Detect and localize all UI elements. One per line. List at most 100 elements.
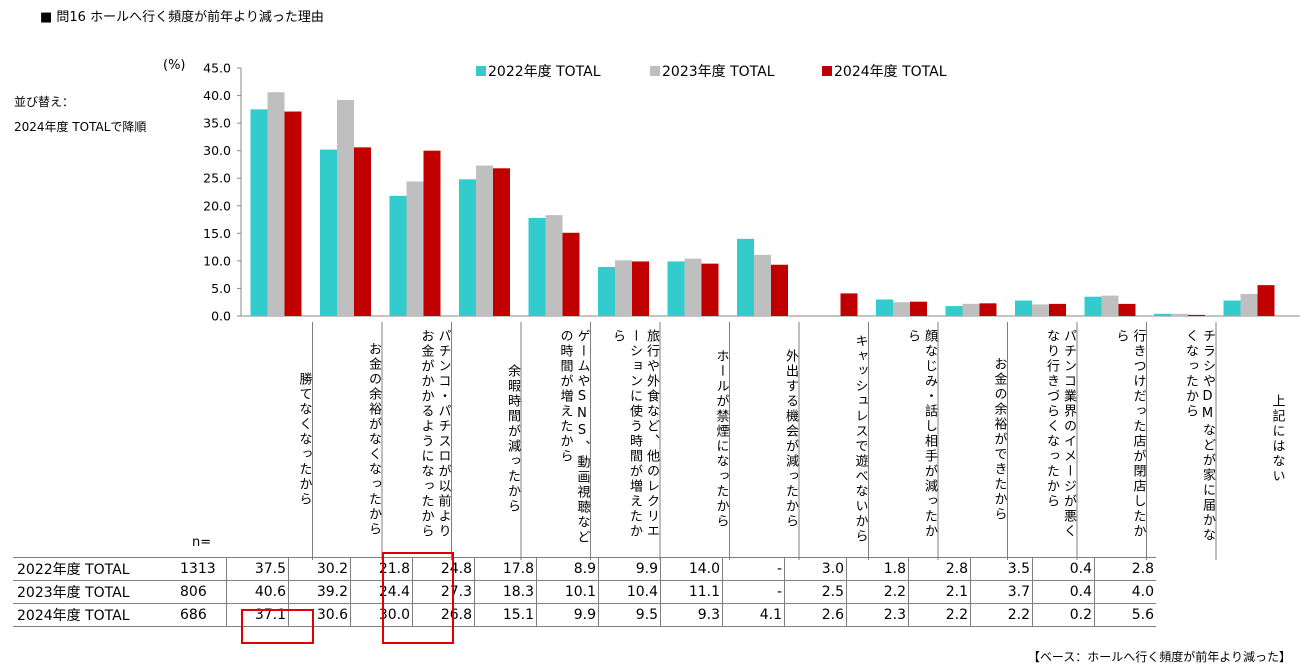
bar-12-series-3	[1049, 303, 1066, 316]
table-cell: 27.3	[412, 580, 475, 604]
bar-6-series-3	[632, 261, 649, 316]
table-cell: 2.8	[1094, 557, 1156, 581]
bar-11-series-1	[945, 306, 963, 316]
bar-12-series-1	[1015, 300, 1032, 316]
table-cell: 2.6	[784, 603, 847, 627]
bar-5-series-3	[562, 232, 580, 316]
bar-8-series-3	[771, 264, 788, 316]
category-label: 上記にはない	[1269, 394, 1285, 484]
table-cell: 9.9	[536, 603, 599, 627]
table-cell: 2.8	[908, 557, 971, 581]
y-tick-label: 0.0	[211, 309, 231, 324]
n-label: n=	[192, 535, 212, 550]
legend-swatch-1	[476, 66, 486, 76]
bar-7-series-3	[701, 263, 719, 316]
row-n: 806	[180, 584, 207, 600]
table-cell: 11.1	[660, 580, 723, 604]
legend-label-3: 2024年度 TOTAL	[834, 64, 947, 80]
bar-chart: 0.0 5.0 10.0 15.0 20.0 25.0 30.0 35.0 40.0 45.0 20…	[203, 61, 1300, 560]
table-cell: 2.2	[970, 603, 1033, 627]
y-tick-label: 40.0	[203, 88, 231, 103]
table-cell: 40.6	[226, 580, 289, 604]
table-cell: 15.1	[474, 603, 537, 627]
bar-13-series-1	[1084, 296, 1102, 316]
category-label: パチンコ業界のイメージが悪くなり行きづらくなったから	[1044, 329, 1076, 539]
y-tick-label: 25.0	[203, 171, 231, 186]
legend-label-2: 2023年度 TOTAL	[662, 64, 775, 80]
unit-label: (%)	[163, 58, 186, 73]
bar-6-series-2	[615, 260, 632, 316]
category-label: パチンコ・パチスロが以前よりお金がかかるようになったから	[418, 329, 451, 539]
bar-13-series-3	[1118, 303, 1136, 316]
legend-label-1: 2022年度 TOTAL	[488, 64, 601, 80]
table-cell: 3.7	[970, 580, 1033, 604]
table-cell: 0.4	[1032, 580, 1095, 604]
table-cell: 0.2	[1032, 603, 1095, 627]
bar-2-series-1	[320, 149, 337, 316]
bar-4-series-2	[476, 165, 493, 316]
bar-15-series-2	[1240, 293, 1258, 316]
table-cell: -	[722, 580, 785, 604]
chart-title: ■ 問16 ホールへ行く頻度が前年より減った理由	[40, 10, 324, 25]
data-table: 2022年度 TOTAL 1313 37.5 30.2 21.8 24.8 17.8 8.9 9…	[13, 557, 1156, 627]
table-cell: 4.0	[1094, 580, 1156, 604]
table-cell: 26.8	[412, 603, 475, 627]
bar-7-series-2	[684, 258, 702, 316]
row-n: 686	[180, 607, 207, 623]
table-cell: 18.3	[474, 580, 537, 604]
bar-14-series-1	[1154, 313, 1171, 316]
bar-3-series-1	[389, 195, 407, 316]
table-cell: 10.1	[536, 580, 599, 604]
bar-5-series-2	[545, 215, 563, 316]
base-note: 【ベース：ホールへ行く頻度が前年より減った】	[1027, 650, 1291, 664]
y-tick-label: 30.0	[203, 143, 231, 158]
bar-8-series-2	[754, 254, 771, 316]
table-cell: 9.9	[598, 557, 661, 581]
table-cell: 1.8	[846, 557, 909, 581]
category-label: キャッシュレスで遊べないから	[852, 334, 868, 544]
y-tick-label: 10.0	[203, 253, 231, 268]
category-label: チラシやDMなどが家に届かなくなったから	[1183, 329, 1215, 543]
table-cell: 39.2	[288, 580, 351, 604]
sort-note-1: 並び替え：	[14, 95, 75, 109]
table-cell: 9.3	[660, 603, 723, 627]
table-cell: 10.4	[598, 580, 661, 604]
table-cell: 30.2	[288, 557, 351, 581]
bar-13-series-2	[1101, 295, 1119, 316]
legend-swatch-3	[822, 66, 832, 76]
table-cell: 2.2	[846, 580, 909, 604]
table-row: 2024年度 TOTAL 686 37.1 30.6 30.0 26.8 15.1 9.9 9.…	[13, 603, 1156, 627]
table-cell: 3.0	[784, 557, 847, 581]
category-label: 顔なじみ・話し相手が減ったから	[905, 329, 937, 539]
bar-1-series-2	[267, 92, 285, 316]
table-cell: 37.5	[226, 557, 289, 581]
category-label: 勝てなくなったから	[296, 371, 312, 507]
y-tick-label: 20.0	[203, 198, 231, 213]
bar-8-series-1	[737, 238, 754, 316]
table-cell: 21.8	[350, 557, 413, 581]
y-tick-label: 15.0	[203, 226, 231, 241]
bar-12-series-2	[1032, 304, 1049, 316]
bar-4-series-1	[459, 179, 476, 316]
bar-4-series-3	[493, 168, 510, 316]
table-cell: 2.5	[784, 580, 847, 604]
table-cell: 4.1	[722, 603, 785, 627]
bar-10-series-1	[876, 299, 893, 316]
table-cell: 2.3	[846, 603, 909, 627]
row-label: 2023年度 TOTAL	[17, 585, 130, 601]
table-row: 2022年度 TOTAL 1313 37.5 30.2 21.8 24.8 17.8 8.9 9…	[13, 557, 1156, 581]
bar-10-series-3	[910, 301, 927, 316]
bar-15-series-1	[1223, 300, 1241, 316]
category-label: 外出する機会が減ったから	[783, 349, 798, 529]
table-cell: 24.8	[412, 557, 475, 581]
bar-10-series-2	[893, 302, 910, 316]
category-label: 余暇時間が減ったから	[505, 364, 520, 514]
table-cell: 5.6	[1094, 603, 1156, 627]
table-cell: 9.5	[598, 603, 661, 627]
row-label: 2024年度 TOTAL	[17, 608, 130, 624]
category-label: ゲームやSNS、動画視聴などの時間が増えたから	[557, 329, 590, 545]
bar-7-series-1	[667, 261, 685, 316]
row-n: 1313	[180, 561, 216, 577]
bar-2-series-3	[354, 147, 371, 316]
category-label: 行きつけだった店が閉店したから	[1113, 329, 1146, 539]
